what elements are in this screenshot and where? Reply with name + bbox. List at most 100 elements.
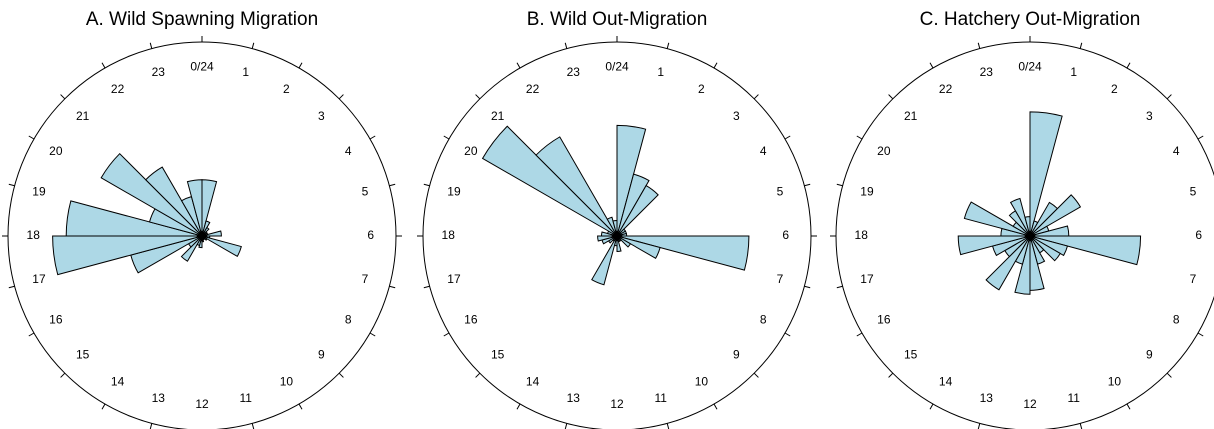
wedge — [591, 235, 618, 286]
hour-tick — [1166, 372, 1172, 378]
hour-tick — [443, 332, 450, 337]
hour-tick — [28, 332, 35, 337]
hour-tick — [389, 183, 396, 187]
hour-label: 16 — [464, 313, 478, 327]
hour-label: 0/24 — [1018, 59, 1042, 73]
hour-tick — [713, 62, 718, 69]
hour-tick — [423, 183, 430, 187]
hour-tick — [856, 332, 863, 337]
hour-label: 9 — [733, 348, 740, 362]
hour-label: 21 — [76, 109, 90, 123]
hour-label: 15 — [904, 348, 918, 362]
hour-tick — [564, 423, 568, 429]
hour-tick — [101, 62, 106, 69]
hour-label: 4 — [1173, 144, 1180, 158]
hour-label: 5 — [362, 184, 369, 198]
wedge — [535, 136, 618, 237]
hour-tick — [28, 135, 35, 140]
hour-label: 6 — [782, 228, 789, 242]
hour-tick — [977, 423, 981, 429]
wedge — [616, 184, 659, 237]
hour-tick — [8, 183, 15, 187]
wedge — [616, 173, 650, 237]
hour-label: 17 — [447, 272, 461, 286]
hour-label: 23 — [567, 65, 581, 79]
hour-tick — [8, 285, 15, 289]
hour-tick — [475, 372, 481, 378]
hour-label: 8 — [345, 313, 352, 327]
hour-label: 20 — [464, 144, 478, 158]
hour-tick — [804, 285, 811, 289]
hour-tick — [389, 285, 396, 289]
wedge — [1029, 111, 1063, 237]
hour-tick — [475, 94, 481, 100]
hour-tick — [1079, 423, 1083, 429]
wedge — [963, 201, 1031, 237]
hour-label: 13 — [152, 391, 166, 405]
wedge — [606, 216, 618, 237]
hour-label: 17 — [32, 272, 46, 286]
hour-label: 9 — [1146, 348, 1153, 362]
hour-label: 14 — [111, 374, 125, 388]
hour-label: 8 — [1173, 313, 1180, 327]
hour-tick — [666, 423, 670, 429]
hour-tick — [753, 372, 759, 378]
hour-tick — [666, 42, 670, 49]
hour-tick — [713, 403, 718, 410]
center-marker — [611, 230, 623, 242]
hour-tick — [338, 94, 344, 100]
hour-label: 19 — [860, 184, 874, 198]
wedge — [186, 179, 203, 237]
wedge — [985, 235, 1031, 291]
hour-label: 20 — [877, 144, 891, 158]
wedge — [481, 125, 618, 237]
hour-tick — [423, 285, 430, 289]
hour-label: 16 — [877, 313, 891, 327]
hour-label: 20 — [49, 144, 63, 158]
chart-title: B. Wild Out-Migration — [527, 9, 708, 30]
hour-tick — [856, 135, 863, 140]
hour-tick — [149, 423, 153, 429]
hour-label: 5 — [1190, 184, 1197, 198]
hour-label: 16 — [49, 313, 63, 327]
hour-label: 1 — [1070, 65, 1077, 79]
hour-label: 18 — [855, 228, 869, 242]
hour-label: 17 — [860, 272, 874, 286]
hour-tick — [753, 94, 759, 100]
hour-tick — [338, 372, 344, 378]
hour-tick — [369, 332, 376, 337]
hour-tick — [836, 183, 843, 187]
hour-tick — [1126, 403, 1131, 410]
wedge — [100, 152, 203, 237]
hour-label: 12 — [610, 397, 624, 411]
wedge — [201, 230, 222, 237]
chart-title: C. Hatchery Out-Migration — [920, 9, 1141, 30]
hour-label: 11 — [239, 391, 252, 405]
hour-tick — [149, 42, 153, 49]
wedge — [1029, 235, 1061, 262]
hour-label: 19 — [447, 184, 461, 198]
hour-label: 18 — [442, 228, 456, 242]
hour-label: 5 — [777, 184, 784, 198]
wedge — [180, 235, 203, 262]
hour-label: 18 — [27, 228, 41, 242]
hour-label: 11 — [1067, 391, 1080, 405]
hour-label: 1 — [657, 65, 664, 79]
wedge — [52, 235, 203, 276]
wedge — [616, 235, 661, 259]
hour-label: 15 — [76, 348, 90, 362]
hour-label: 0/24 — [605, 59, 629, 73]
hour-label: 12 — [1023, 397, 1037, 411]
hour-label: 21 — [491, 109, 505, 123]
hour-tick — [298, 403, 303, 410]
hour-label: 12 — [195, 397, 209, 411]
hour-label: 23 — [152, 65, 166, 79]
hour-label: 4 — [760, 144, 767, 158]
hour-label: 19 — [32, 184, 46, 198]
hour-tick — [516, 62, 521, 69]
hour-label: 2 — [283, 82, 290, 96]
hour-label: 23 — [980, 65, 994, 79]
hour-label: 10 — [280, 374, 294, 388]
